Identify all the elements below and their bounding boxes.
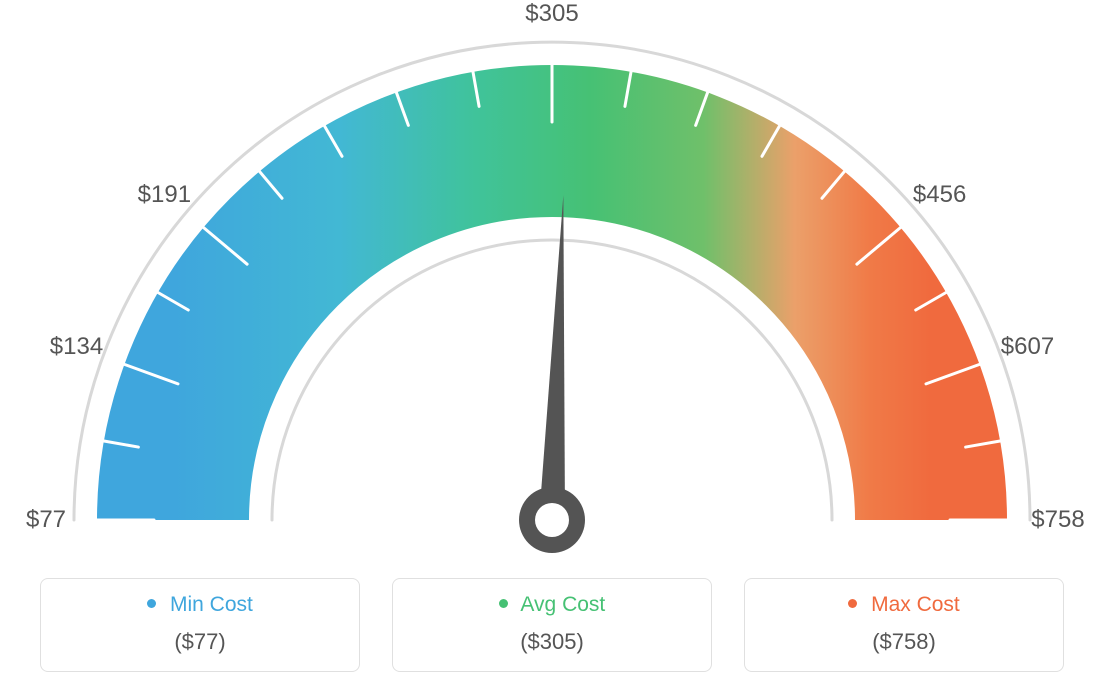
gauge-tick-label: $134 xyxy=(50,333,103,361)
legend-row: Min Cost ($77) Avg Cost ($305) Max Cost … xyxy=(0,578,1104,672)
dot-icon xyxy=(848,599,857,608)
dot-icon xyxy=(499,599,508,608)
legend-title: Avg Cost xyxy=(403,593,701,617)
cost-gauge: $77 $134 $191 $305 $456 $607 $758 xyxy=(0,0,1104,560)
gauge-tick-label: $456 xyxy=(913,181,966,209)
legend-value: ($77) xyxy=(51,629,349,655)
dot-icon xyxy=(147,599,156,608)
legend-card-min: Min Cost ($77) xyxy=(40,578,360,672)
legend-label: Min Cost xyxy=(170,593,253,616)
legend-card-avg: Avg Cost ($305) xyxy=(392,578,712,672)
legend-card-max: Max Cost ($758) xyxy=(744,578,1064,672)
legend-label: Max Cost xyxy=(871,593,960,616)
legend-title: Max Cost xyxy=(755,593,1053,617)
gauge-tick-label: $77 xyxy=(26,506,66,534)
gauge-tick-label: $191 xyxy=(138,181,191,209)
legend-value: ($758) xyxy=(755,629,1053,655)
gauge-tick-label: $758 xyxy=(1031,506,1084,534)
legend-value: ($305) xyxy=(403,629,701,655)
gauge-tick-label: $607 xyxy=(1001,333,1054,361)
gauge-tick-label: $305 xyxy=(525,0,578,28)
legend-title: Min Cost xyxy=(51,593,349,617)
legend-label: Avg Cost xyxy=(520,593,605,616)
